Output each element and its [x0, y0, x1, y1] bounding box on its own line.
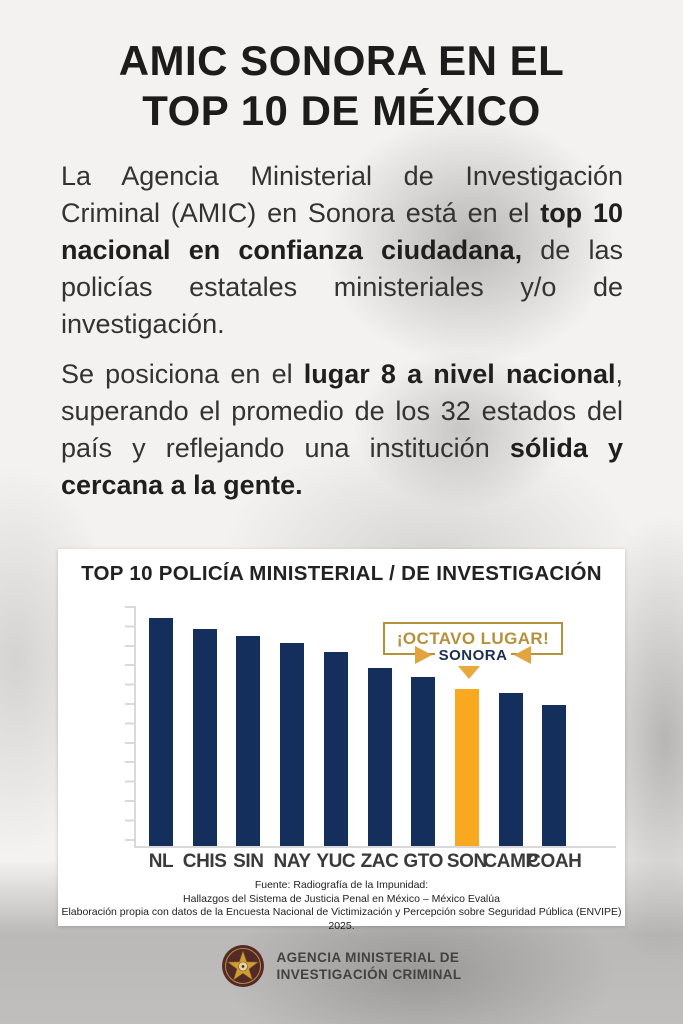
y-axis-ticks: [125, 606, 134, 848]
amic-badge-logo: [222, 945, 265, 987]
source-line-2: Hallazgos del Sistema de Justicia Penal …: [183, 892, 500, 905]
bar-zac: [367, 668, 392, 846]
x-axis: [134, 846, 616, 848]
p2-text: Se posiciona en el: [61, 359, 304, 389]
annotation-headline: ¡OCTAVO LUGAR!: [396, 628, 550, 648]
x-label-gto: GTO: [403, 851, 443, 872]
x-label-camp: CAMP: [483, 851, 538, 872]
p2-bold-text-1: lugar 8 a nivel nacional: [303, 359, 616, 389]
x-label-chis: CHIS: [182, 851, 227, 872]
p2-text-mid: , superando el promedio de los 32 estado…: [61, 359, 623, 463]
y-axis: [134, 606, 136, 848]
p1-text-end: de las policías estatales ministeriales …: [61, 235, 623, 339]
bar-camp: [498, 693, 523, 846]
chart-source: Fuente: Radiografía de la Impunidad: Hal…: [58, 879, 625, 933]
chart-title: TOP 10 POLICÍA MINISTERIAL / DE INVESTIG…: [81, 562, 602, 585]
arrow-left-icon: [514, 646, 532, 664]
footer: AGENCIA MINISTERIAL DE INVESTIGACIÓN CRI…: [0, 944, 683, 988]
page-title-line1: AMIC SONORA EN EL: [118, 37, 565, 84]
p1-text: La Agencia Ministerial de Investigación …: [61, 161, 623, 228]
page-title-line2: TOP 10 DE MÉXICO: [142, 87, 541, 134]
bar-gto: [411, 677, 436, 846]
footer-org-line1: AGENCIA MINISTERIAL DE: [276, 950, 460, 965]
bar-nl: [149, 618, 173, 846]
annotation-state-label: SONORA: [434, 646, 512, 664]
x-label-zac: ZAC: [360, 851, 399, 872]
intro-paragraph-2: Se posiciona en el lugar 8 a nivel nacio…: [61, 356, 623, 504]
bar-nay: [280, 643, 305, 846]
x-label-nay: NAY: [273, 851, 312, 872]
x-label-yuc: YUC: [316, 851, 356, 872]
p1-bold-text: top 10 nacional en confianza ciudadana,: [61, 198, 624, 265]
annotation-sonora-row: SONORA: [383, 646, 563, 664]
x-label-son: SON: [446, 851, 487, 872]
footer-org-name: AGENCIA MINISTERIAL DE INVESTIGACIÓN CRI…: [276, 949, 461, 983]
bar-son: [454, 689, 479, 846]
arrow-down-icon: [458, 666, 480, 679]
bar-coah: [542, 705, 567, 846]
p2-bold-text-2: sólida y cercana a la gente.: [61, 433, 623, 500]
chart-card: TOP 10 POLICÍA MINISTERIAL / DE INVESTIG…: [58, 549, 625, 932]
bar-sin: [236, 636, 261, 846]
x-label-sin: SIN: [233, 851, 264, 872]
x-label-nl: NL: [148, 851, 174, 872]
intro-paragraph-1: La Agencia Ministerial de Investigación …: [61, 158, 623, 343]
source-line-3: Elaboración propia con datos de la Encue…: [61, 906, 622, 932]
footer-org-line2: INVESTIGACIÓN CRIMINAL: [276, 967, 462, 982]
x-label-coah: COAH: [527, 851, 582, 872]
bar-yuc: [323, 652, 348, 846]
bar-chis: [192, 629, 217, 846]
arrow-right-icon: [414, 646, 432, 664]
page-title: AMIC SONORA EN EL TOP 10 DE MÉXICO: [0, 36, 683, 136]
source-line-1: Fuente: Radiografía de la Impunidad:: [254, 879, 429, 891]
